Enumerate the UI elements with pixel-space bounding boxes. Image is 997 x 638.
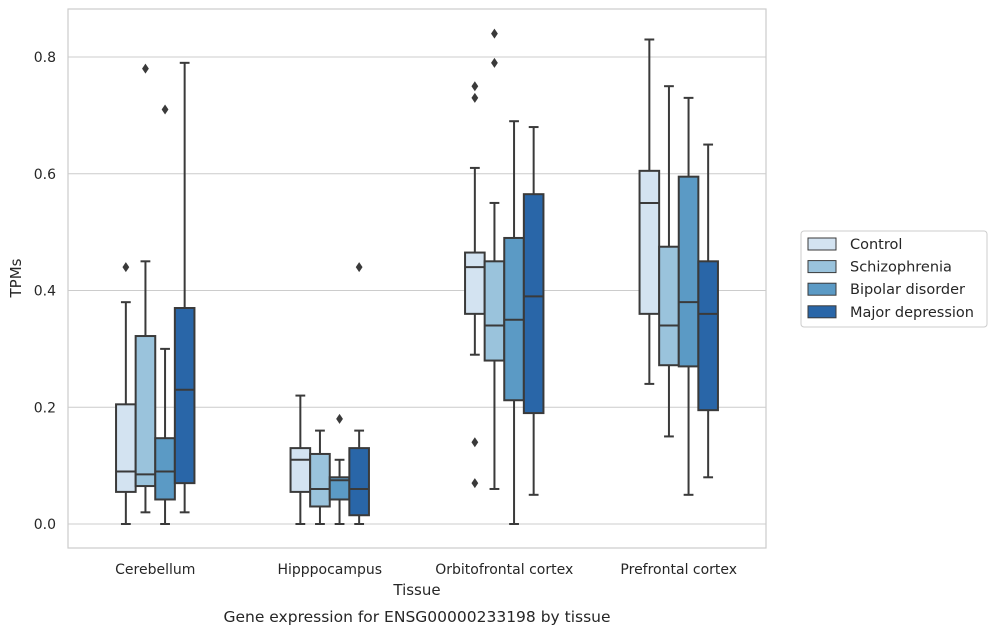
legend: Control Schizophrenia Bipolar disorder Majo…: [800, 230, 988, 328]
outlier-point: [142, 63, 149, 74]
plot-frame: [67, 8, 767, 549]
box-iqr: [348, 447, 370, 517]
outlier-point: [491, 28, 498, 39]
legend-swatch: [807, 305, 837, 319]
box-bipolar-disorder: [677, 96, 700, 496]
y-tick-label: 0.2: [34, 400, 56, 416]
outlier-point: [161, 104, 169, 115]
legend-swatch: [807, 237, 837, 251]
box-iqr: [154, 437, 176, 501]
box-major-depression: [348, 262, 370, 525]
box-iqr: [697, 260, 719, 412]
outlier-point: [471, 478, 479, 489]
box-iqr: [658, 245, 680, 367]
outlier-point: [471, 92, 479, 103]
box-iqr: [483, 260, 506, 362]
box-iqr: [522, 193, 545, 415]
box-major-depression: [173, 61, 196, 514]
box-iqr: [677, 175, 700, 368]
outlier-point: [471, 437, 479, 448]
box-bipolar-disorder: [328, 413, 351, 525]
legend-swatch: [807, 282, 837, 296]
box-schizophrenia: [658, 85, 680, 438]
box-iqr: [289, 447, 312, 493]
box-schizophrenia: [309, 429, 331, 525]
box-iqr: [638, 169, 661, 315]
box-schizophrenia: [134, 63, 157, 514]
legend-swatch: [807, 260, 837, 274]
box-iqr: [173, 307, 196, 485]
box-control: [115, 262, 137, 525]
y-axis-label: TPMs: [7, 258, 25, 298]
box-major-depression: [697, 143, 719, 479]
box-iqr: [309, 452, 331, 508]
outlier-point: [336, 413, 343, 424]
box-bipolar-disorder: [503, 120, 525, 525]
outlier-point: [491, 57, 498, 68]
box-control: [464, 81, 486, 489]
y-tick-label: 0.4: [34, 284, 56, 300]
y-axis-ticks: 0.0 0.2 0.4 0.6 0.8: [34, 50, 56, 533]
y-tick-label: 0.0: [34, 517, 56, 533]
box-control: [638, 38, 661, 385]
box-bipolar-disorder: [154, 104, 176, 525]
outlier-point: [471, 81, 479, 92]
chart-title: Gene expression for ENSG00000233198 by t…: [223, 608, 610, 626]
x-axis-label: Tissue: [392, 581, 440, 599]
legend-frame: [800, 230, 988, 328]
box-plot-series: [115, 28, 719, 525]
outlier-point: [122, 262, 130, 273]
box-major-depression: [522, 126, 545, 496]
box-schizophrenia: [483, 28, 506, 490]
legend-label: Schizophrenia: [850, 260, 952, 276]
box-control: [289, 394, 312, 525]
y-tick-label: 0.6: [34, 167, 56, 183]
box-iqr: [115, 403, 137, 493]
x-tick-label: Cerebellum: [115, 562, 195, 578]
outlier-point: [355, 262, 363, 273]
legend-label: Bipolar disorder: [850, 282, 965, 298]
legend-label: Control: [850, 237, 902, 253]
x-tick-label: Orbitofrontal cortex: [435, 562, 573, 578]
x-tick-label: Hipppocampus: [277, 562, 382, 578]
legend-items: Control Schizophrenia Bipolar disorder Majo…: [807, 237, 974, 321]
box-iqr: [464, 251, 486, 315]
x-tick-label: Prefrontal cortex: [620, 562, 737, 578]
box-iqr: [134, 335, 157, 488]
legend-label: Major depression: [850, 305, 974, 321]
x-axis-ticks: Cerebellum Hipppocampus Orbitofrontal cort…: [115, 562, 737, 578]
y-tick-label: 0.8: [34, 50, 56, 66]
